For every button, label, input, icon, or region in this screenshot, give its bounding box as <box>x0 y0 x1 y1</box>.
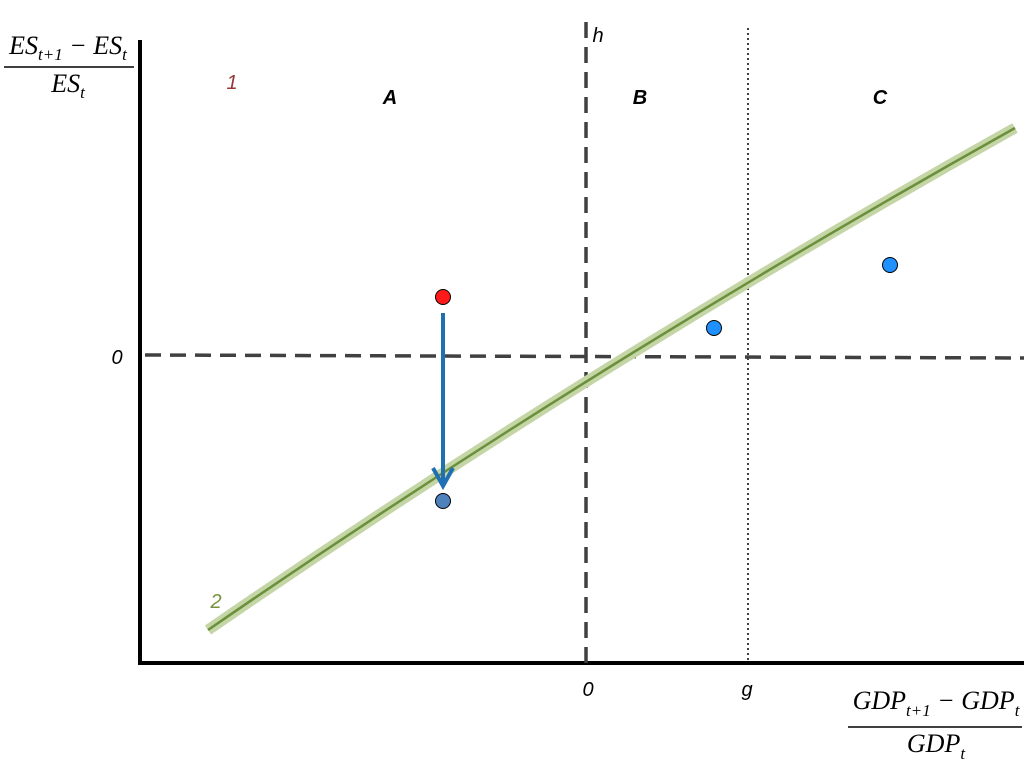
x-label-numerator: GDPt+1 − GDPt <box>853 686 1021 720</box>
line-label: g <box>741 679 752 701</box>
line-label: h <box>592 25 603 47</box>
region-label: B <box>633 87 647 109</box>
curve-band <box>204 123 1018 635</box>
text: − GDP <box>931 686 1015 715</box>
y-label-numerator: ESt+1 − ESt <box>8 31 128 64</box>
text: GDP <box>853 686 907 715</box>
subscript: t+1 <box>906 701 931 720</box>
line-label: 2 <box>209 591 221 613</box>
text: GDP <box>907 729 961 758</box>
line-label: 1 <box>226 72 237 94</box>
arrow-head <box>431 467 455 491</box>
subscript: t <box>122 45 128 64</box>
text: − ES <box>63 31 122 60</box>
text: ES <box>50 69 80 98</box>
region-label: C <box>873 87 888 109</box>
x-label-denominator: GDPt <box>907 729 966 763</box>
subscript: t <box>960 744 966 763</box>
curve <box>207 126 1016 632</box>
point <box>882 257 898 273</box>
zero-label: 0 <box>111 347 122 369</box>
subscript: t+1 <box>38 45 63 64</box>
region-label: A <box>382 87 397 109</box>
horizontal-dashed-line <box>144 353 1024 360</box>
subscript: t <box>80 83 86 102</box>
point <box>706 320 722 336</box>
text: ES <box>8 31 38 60</box>
point-moved <box>435 493 451 509</box>
zero-label: 0 <box>582 679 593 701</box>
subscript: t <box>1015 701 1021 720</box>
y-label-denominator: ESt <box>50 69 86 102</box>
point-red <box>435 289 451 305</box>
